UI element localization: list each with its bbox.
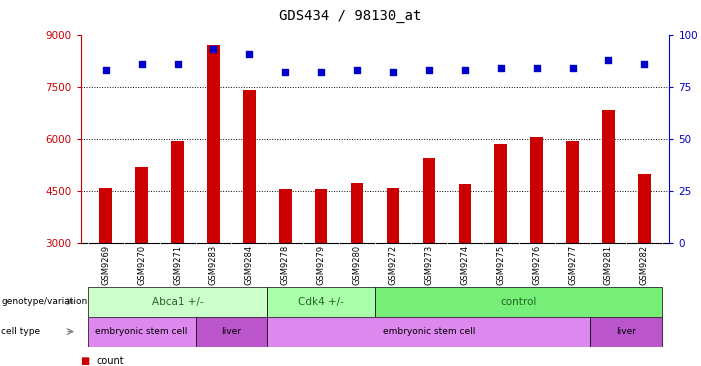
- Point: [459, 67, 470, 73]
- Point: [567, 65, 578, 71]
- Point: [423, 67, 435, 73]
- Bar: [458, 184, 471, 243]
- Bar: [207, 45, 219, 243]
- Point: [315, 70, 327, 75]
- Point: [603, 57, 614, 63]
- Point: [388, 70, 399, 75]
- Bar: [88, 317, 196, 347]
- Point: [280, 70, 291, 75]
- Text: GSM9281: GSM9281: [604, 244, 613, 285]
- Bar: [494, 144, 507, 243]
- Text: liver: liver: [616, 327, 637, 336]
- Bar: [267, 287, 375, 317]
- Text: embryonic stem cell: embryonic stem cell: [95, 327, 188, 336]
- Text: count: count: [96, 356, 123, 366]
- Text: GSM9279: GSM9279: [317, 244, 326, 285]
- Bar: [267, 317, 590, 347]
- Point: [172, 61, 183, 67]
- Text: genotype/variation: genotype/variation: [1, 297, 88, 306]
- Text: GSM9276: GSM9276: [532, 244, 541, 285]
- Point: [100, 67, 111, 73]
- Point: [351, 67, 362, 73]
- Text: GSM9282: GSM9282: [640, 244, 649, 285]
- Bar: [279, 190, 292, 243]
- Point: [639, 61, 650, 67]
- Bar: [387, 188, 400, 243]
- Bar: [423, 158, 435, 243]
- Text: GSM9272: GSM9272: [388, 244, 397, 285]
- Text: GSM9284: GSM9284: [245, 244, 254, 285]
- Text: GDS434 / 98130_at: GDS434 / 98130_at: [279, 9, 422, 23]
- Bar: [375, 287, 662, 317]
- Text: ■: ■: [81, 356, 90, 366]
- Text: GSM9277: GSM9277: [568, 244, 577, 285]
- Text: control: control: [501, 296, 537, 307]
- Text: embryonic stem cell: embryonic stem cell: [383, 327, 475, 336]
- Bar: [602, 109, 615, 243]
- Text: Cdk4 +/-: Cdk4 +/-: [298, 296, 344, 307]
- Text: GSM9274: GSM9274: [461, 244, 469, 285]
- Bar: [566, 141, 579, 243]
- Bar: [531, 137, 543, 243]
- Bar: [100, 188, 112, 243]
- Bar: [638, 174, 651, 243]
- Bar: [88, 287, 267, 317]
- Point: [244, 51, 255, 56]
- Text: GSM9275: GSM9275: [496, 244, 505, 285]
- Point: [208, 46, 219, 52]
- Text: cell type: cell type: [1, 327, 41, 336]
- Bar: [350, 183, 363, 243]
- Point: [531, 65, 542, 71]
- Text: GSM9273: GSM9273: [424, 244, 433, 285]
- Bar: [135, 167, 148, 243]
- Bar: [243, 90, 256, 243]
- Text: Abca1 +/-: Abca1 +/-: [151, 296, 203, 307]
- Text: liver: liver: [222, 327, 241, 336]
- Point: [136, 61, 147, 67]
- Text: GSM9278: GSM9278: [281, 244, 290, 285]
- Bar: [315, 190, 327, 243]
- Bar: [590, 317, 662, 347]
- Text: GSM9271: GSM9271: [173, 244, 182, 285]
- Bar: [196, 317, 267, 347]
- Bar: [171, 141, 184, 243]
- Point: [495, 65, 506, 71]
- Text: GSM9269: GSM9269: [101, 244, 110, 285]
- Text: GSM9270: GSM9270: [137, 244, 146, 285]
- Text: GSM9283: GSM9283: [209, 244, 218, 285]
- Text: GSM9280: GSM9280: [353, 244, 362, 285]
